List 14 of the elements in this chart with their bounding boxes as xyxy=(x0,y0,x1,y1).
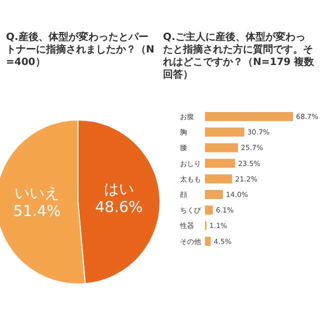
chart-title: Q.ご主人に産後、体型が変わったと指摘された方に質問です。それはどこですか？（N=179 複数回答） xyxy=(162,31,316,80)
bar xyxy=(205,206,213,215)
slice-label: いいえ xyxy=(14,184,60,202)
slice-label: はい xyxy=(104,180,134,198)
chart-title: Q.産後、体型が変わったとパートナーに指摘されましたか？（N=400） xyxy=(6,31,154,68)
data-label: 51.4% xyxy=(13,202,61,220)
data-label: 48.6% xyxy=(95,198,143,216)
bar xyxy=(205,128,244,137)
bar xyxy=(205,236,211,246)
bar xyxy=(205,158,236,168)
bar xyxy=(205,143,238,152)
bar xyxy=(205,174,232,184)
bar xyxy=(205,190,223,199)
bar xyxy=(205,112,293,121)
